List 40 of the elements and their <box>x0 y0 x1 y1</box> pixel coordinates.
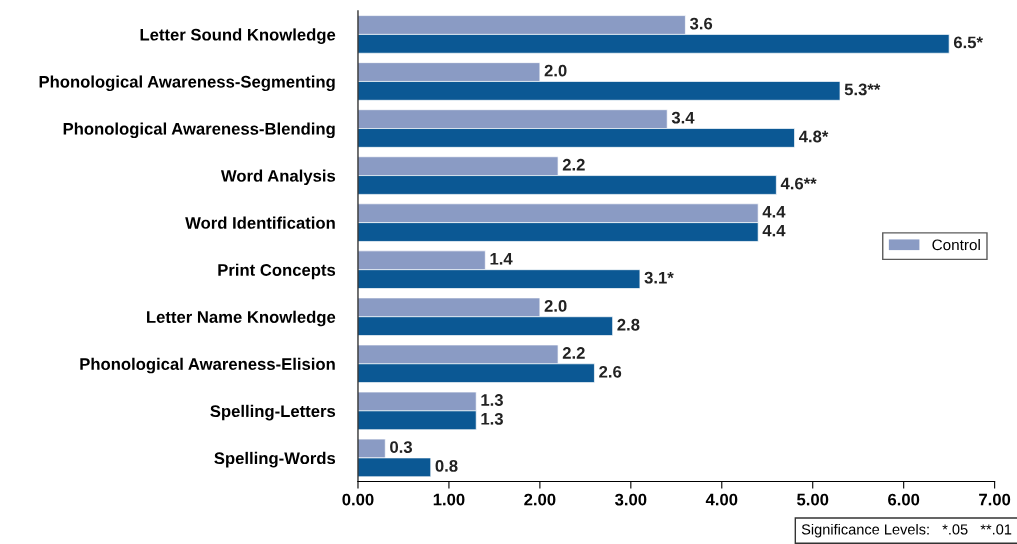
data-label: 4.4 <box>762 206 786 218</box>
data-label: 3.1* <box>644 271 674 284</box>
y-tick-label: Letter Sound Knowledge <box>140 28 336 44</box>
x-tick-label: 7.00 <box>979 493 1011 506</box>
y-tick-label: Letter Name Knowledge <box>147 310 336 327</box>
data-label: 3.4 <box>671 111 695 124</box>
data-label: 2.6 <box>599 365 622 378</box>
data-label: 0.8 <box>435 460 458 472</box>
data-label: 4.4 <box>762 224 786 237</box>
data-label: 2.8 <box>617 318 640 331</box>
x-tick-label: 1.00 <box>433 493 465 506</box>
y-tick-label: Word Analysis <box>220 169 336 186</box>
data-label: 2.2 <box>562 347 585 359</box>
x-tick-label: 2.00 <box>524 493 556 506</box>
data-label: 4.8* <box>798 130 829 143</box>
data-label: 2.0 <box>544 64 567 77</box>
y-tick-label: Phonological Awareness-Elision <box>80 357 335 374</box>
y-tick-label: Word Identification <box>185 216 335 229</box>
y-tick-label: Phonological Awareness-Segmenting <box>39 75 335 92</box>
data-label: 4.6** <box>780 177 817 190</box>
data-label: 6.5* <box>953 36 983 49</box>
x-tick-label: 3.00 <box>615 493 647 506</box>
x-tick-label: 5.00 <box>797 493 829 506</box>
data-label: 1.3 <box>481 412 503 425</box>
data-label: 1.3 <box>481 394 503 406</box>
x-tick-label: 0.00 <box>342 493 374 506</box>
y-tick-label: Spelling-Letters <box>210 404 336 421</box>
x-tick-label: 6.00 <box>888 493 920 506</box>
data-label: 5.3** <box>844 83 881 96</box>
data-label: 2.2 <box>562 158 585 171</box>
legend-label: Control <box>932 239 980 251</box>
data-label: 1.4 <box>490 253 513 265</box>
x-tick-label: 4.00 <box>705 493 738 506</box>
y-tick-label: Spelling-Words <box>214 451 336 468</box>
text: Significance Levels: *.05 **.01 <box>801 523 1012 538</box>
data-label: 2.0 <box>544 300 567 312</box>
y-tick-label: Print Concepts <box>218 263 336 280</box>
data-label: 0.3 <box>390 441 412 453</box>
data-label: 3.6 <box>689 17 713 30</box>
y-tick-label: Phonological Awareness-Blending <box>63 122 335 139</box>
